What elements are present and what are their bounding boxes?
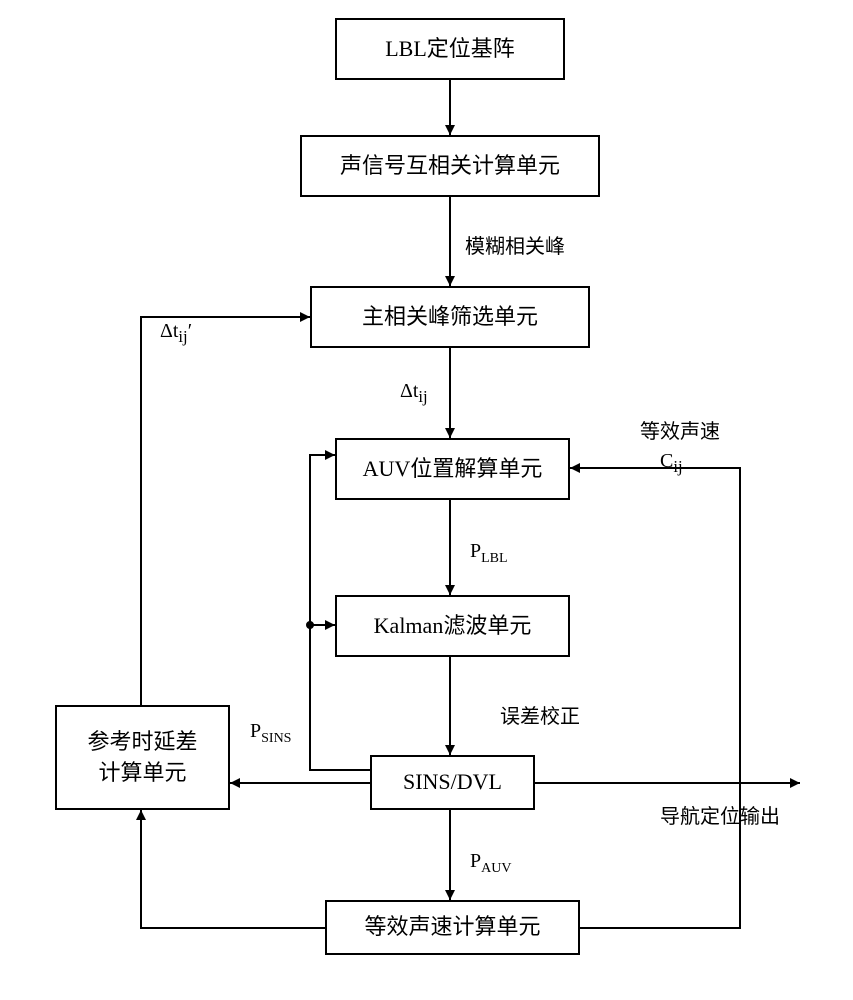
label-plbl: PLBL bbox=[470, 540, 508, 567]
label-fuzzy: 模糊相关峰 bbox=[465, 230, 565, 259]
label-pauv: PAUV bbox=[470, 850, 511, 877]
node-sins: SINS/DVL bbox=[370, 755, 535, 810]
node-xcorr: 声信号互相关计算单元 bbox=[300, 135, 600, 197]
node-kalman: Kalman滤波单元 bbox=[335, 595, 570, 657]
label-nav-output: 导航定位输出 bbox=[660, 800, 780, 829]
label-dtij: Δtij bbox=[400, 380, 428, 407]
node-auv: AUV位置解算单元 bbox=[335, 438, 570, 500]
node-peak: 主相关峰筛选单元 bbox=[310, 286, 590, 348]
label-cij: Cij bbox=[660, 450, 683, 477]
node-lbl: LBL定位基阵 bbox=[335, 18, 565, 80]
label-psins: PSINS bbox=[250, 720, 291, 747]
label-eqv-sound: 等效声速 bbox=[640, 415, 720, 444]
label-error-correction: 误差校正 bbox=[500, 700, 580, 729]
node-ref: 参考时延差 计算单元 bbox=[55, 705, 230, 810]
label-dtij-prime: Δtij′ bbox=[160, 320, 192, 347]
node-eqv: 等效声速计算单元 bbox=[325, 900, 580, 955]
